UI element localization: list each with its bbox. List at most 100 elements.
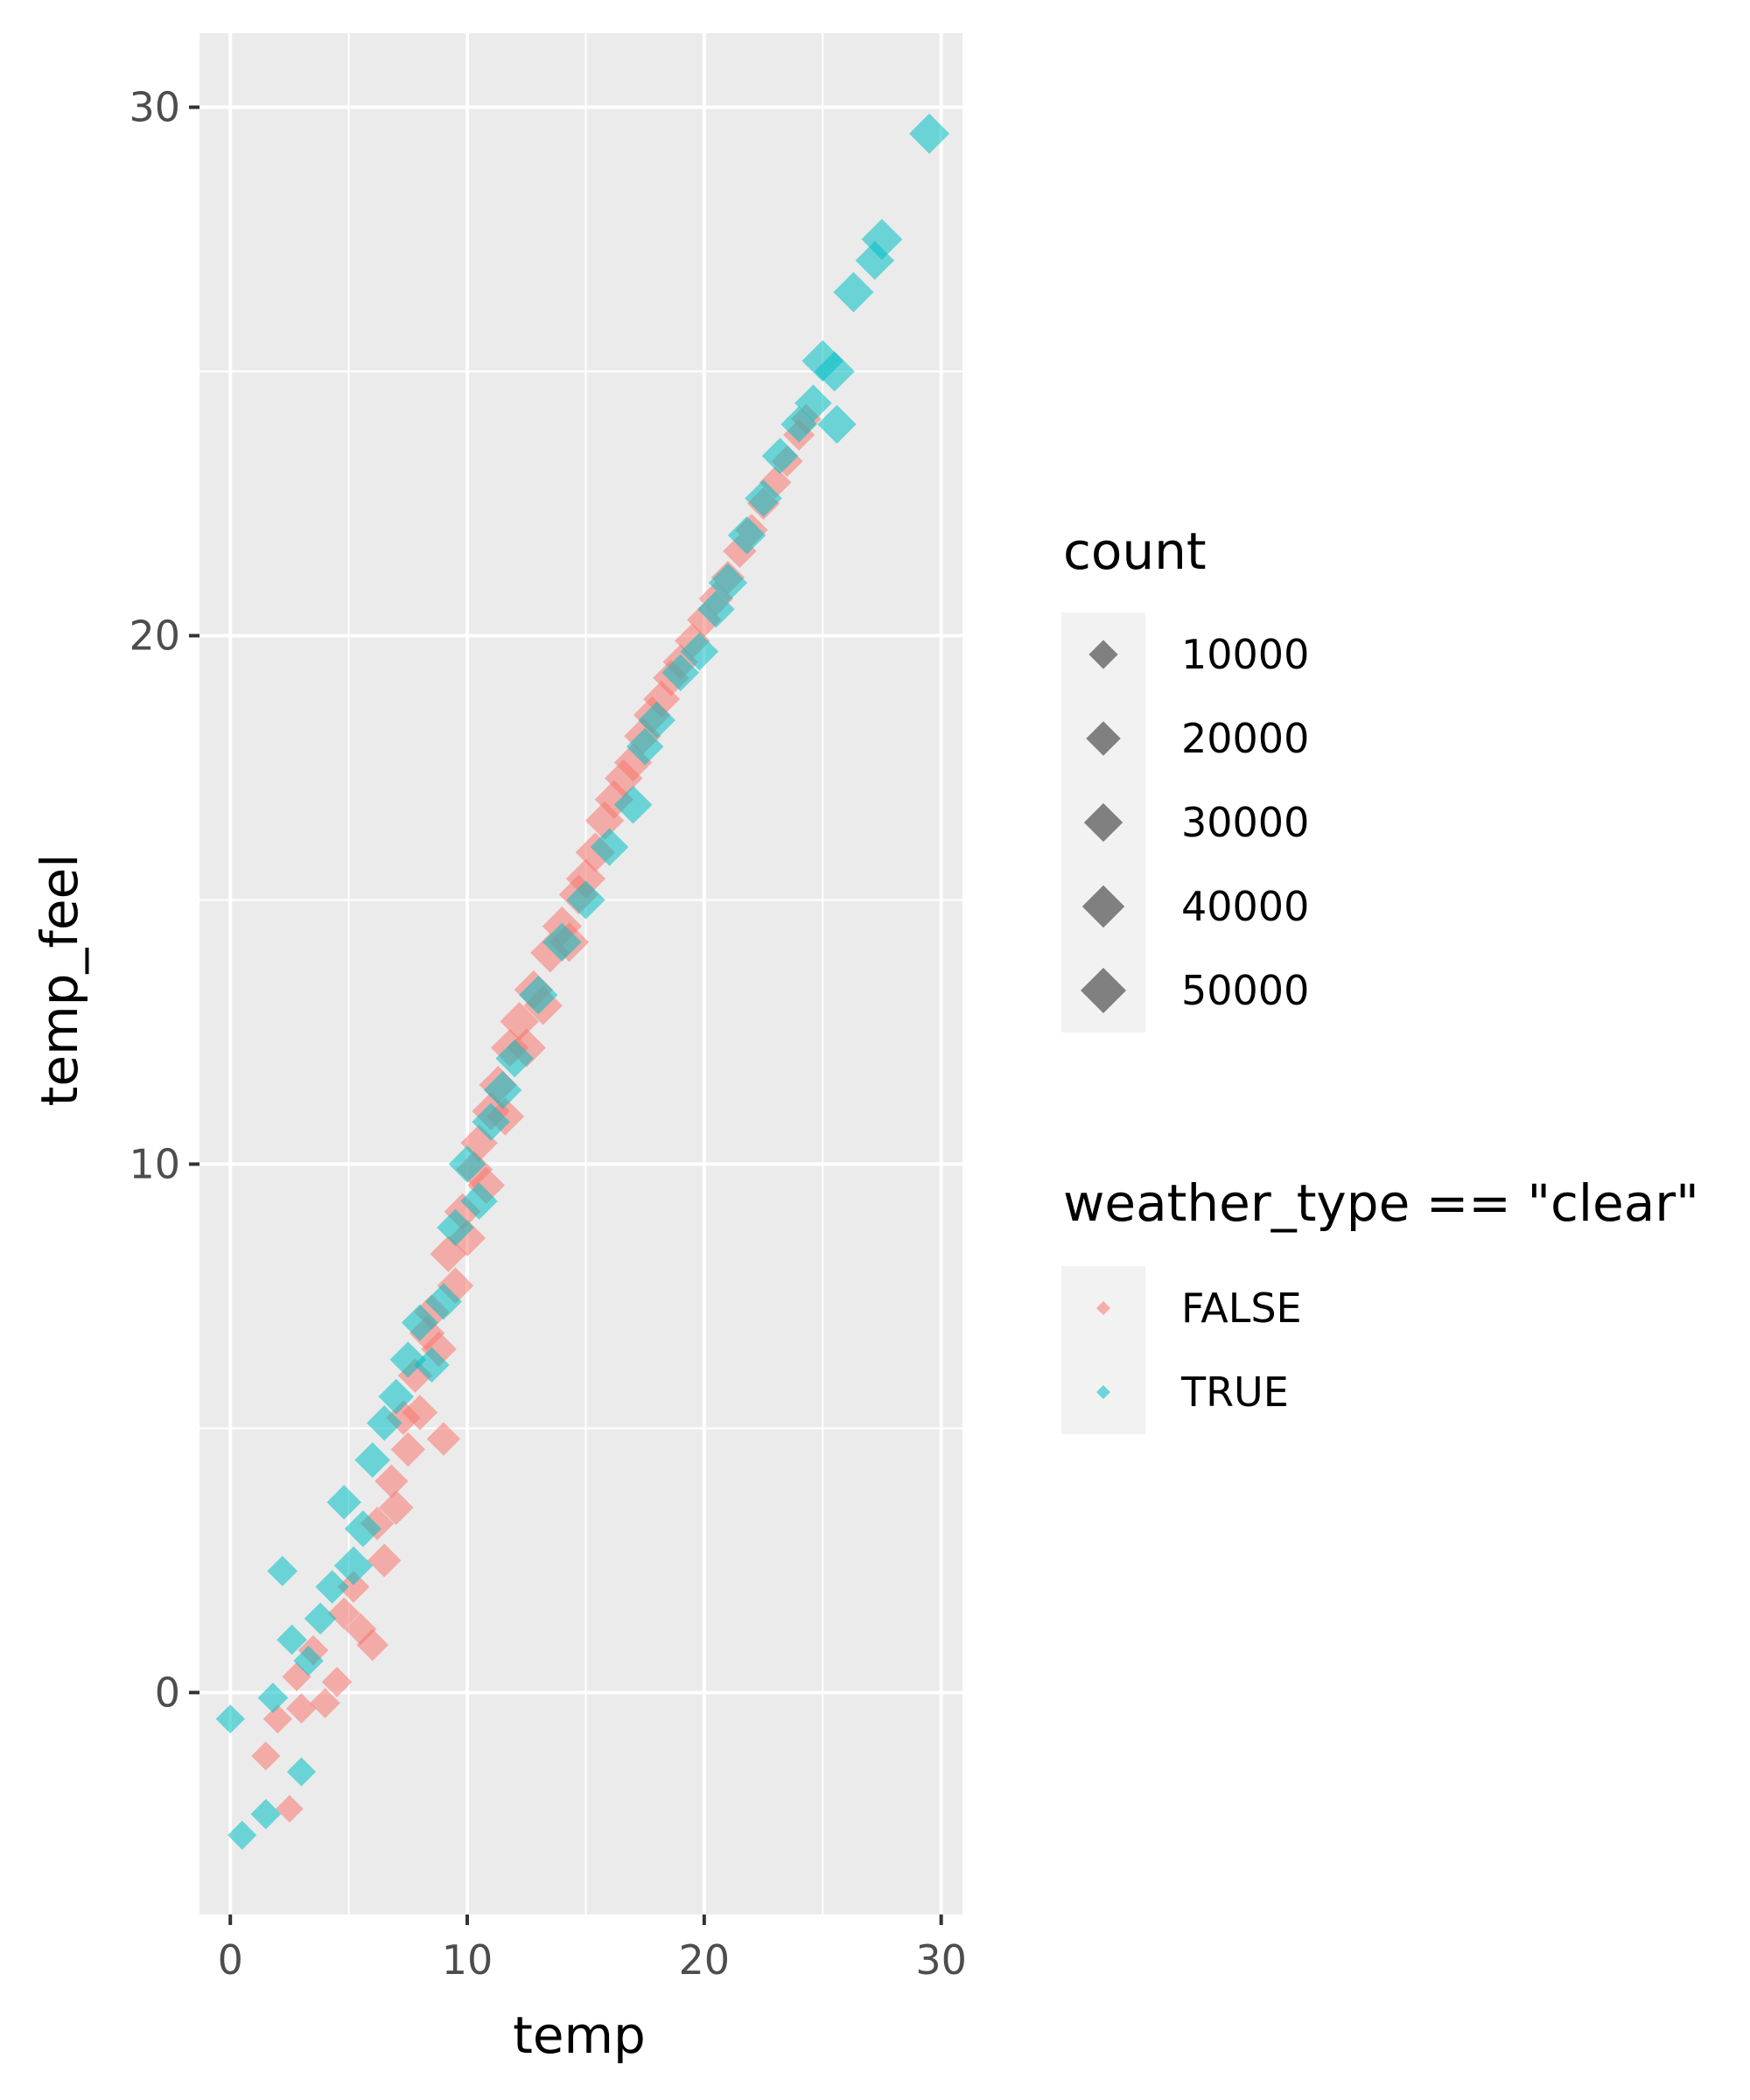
data-point (909, 113, 950, 154)
x-tick-label: 10 (442, 1936, 494, 1984)
data-point (304, 1602, 337, 1635)
data-point (267, 1556, 298, 1586)
data-point (366, 1405, 402, 1441)
data-point (495, 1039, 534, 1078)
data-point (379, 1490, 414, 1525)
data-point (378, 1378, 415, 1415)
data-point (390, 1432, 426, 1467)
y-axis-title: temp_feel (30, 854, 89, 1107)
y-tick-label: 30 (129, 84, 180, 131)
data-point (282, 1662, 312, 1691)
size-legend-key (1082, 885, 1125, 928)
data-point (424, 1283, 462, 1320)
x-tick-label: 0 (218, 1936, 243, 1984)
data-point (437, 1208, 474, 1247)
data-point (794, 384, 832, 423)
data-point (566, 880, 606, 920)
data-point (315, 1570, 349, 1604)
x-tick-label: 30 (915, 1936, 967, 1984)
data-point (542, 922, 582, 962)
data-point (460, 1182, 498, 1220)
data-point (448, 1219, 486, 1256)
y-tick-label: 0 (155, 1669, 180, 1716)
data-point (286, 1693, 317, 1724)
data-point (326, 1485, 361, 1520)
color-legend-key (1096, 1385, 1110, 1399)
color-legend-label: TRUE (1180, 1368, 1289, 1416)
series-true (215, 113, 950, 1851)
size-legend-key (1081, 968, 1126, 1013)
data-point (761, 438, 799, 474)
data-point (257, 1683, 289, 1713)
data-point (565, 858, 606, 899)
data-point (327, 1597, 360, 1630)
data-point (448, 1145, 486, 1183)
data-point (251, 1741, 281, 1771)
data-point (814, 351, 855, 392)
data-point (697, 591, 735, 628)
data-point (590, 828, 629, 866)
data-point (460, 1124, 498, 1162)
data-point (817, 404, 857, 444)
size-legend-label: 10000 (1181, 631, 1309, 678)
x-axis-title: temp (513, 2006, 646, 2065)
data-point (833, 271, 874, 312)
data-point (426, 1422, 461, 1456)
data-point (250, 1798, 282, 1830)
data-point (401, 1304, 438, 1341)
data-point (310, 1688, 340, 1718)
size-legend-label: 50000 (1181, 967, 1309, 1014)
data-point (687, 602, 722, 638)
data-point (374, 1464, 409, 1498)
points-layer (215, 113, 950, 1851)
data-point (638, 701, 676, 739)
size-legend-label: 30000 (1181, 799, 1309, 846)
data-point (472, 1102, 510, 1141)
data-point (293, 1645, 324, 1676)
data-point (321, 1666, 353, 1698)
plot-panel (200, 33, 962, 1914)
size-legend-label: 40000 (1181, 883, 1309, 930)
data-point (276, 1795, 304, 1824)
size-legend-key (1083, 802, 1124, 843)
size-legend: 10000 20000 30000 40000 50000 (1061, 612, 1309, 1032)
data-point (444, 1193, 481, 1230)
axes-layer: 0 10 20 30 0 10 20 30 (129, 84, 966, 1984)
y-tick-label: 10 (129, 1140, 180, 1187)
data-point (337, 1571, 370, 1603)
data-point (276, 1624, 307, 1656)
data-point (723, 534, 757, 569)
data-point (344, 1510, 382, 1548)
data-point (215, 1704, 245, 1734)
data-point (727, 516, 766, 555)
data-point (368, 1544, 402, 1578)
x-tick-label: 20 (679, 1936, 731, 1984)
data-point (397, 1358, 433, 1393)
data-point (286, 1757, 317, 1787)
data-point (745, 480, 782, 517)
data-point (262, 1704, 292, 1734)
data-point (483, 1071, 522, 1110)
data-point (575, 832, 615, 872)
color-legend-key (1096, 1301, 1110, 1315)
size-legend-label: 20000 (1181, 715, 1309, 762)
color-legend-title: weather_type == "clear" (1063, 1173, 1699, 1233)
data-point (360, 1506, 395, 1541)
size-legend-key (1088, 640, 1118, 669)
data-point (354, 1442, 390, 1478)
data-point (680, 632, 719, 671)
data-point (402, 1394, 438, 1431)
y-tick-label: 20 (129, 612, 180, 659)
data-point (519, 975, 558, 1015)
data-point (467, 1166, 505, 1204)
data-point (613, 786, 653, 824)
color-legend: FALSE TRUE (1061, 1266, 1302, 1434)
size-legend-title: count (1063, 522, 1207, 581)
data-point (228, 1820, 257, 1851)
data-point (861, 219, 903, 260)
data-point (389, 1341, 427, 1378)
color-legend-key-background (1061, 1266, 1145, 1434)
data-point (421, 1331, 457, 1368)
data-point (356, 1628, 389, 1662)
